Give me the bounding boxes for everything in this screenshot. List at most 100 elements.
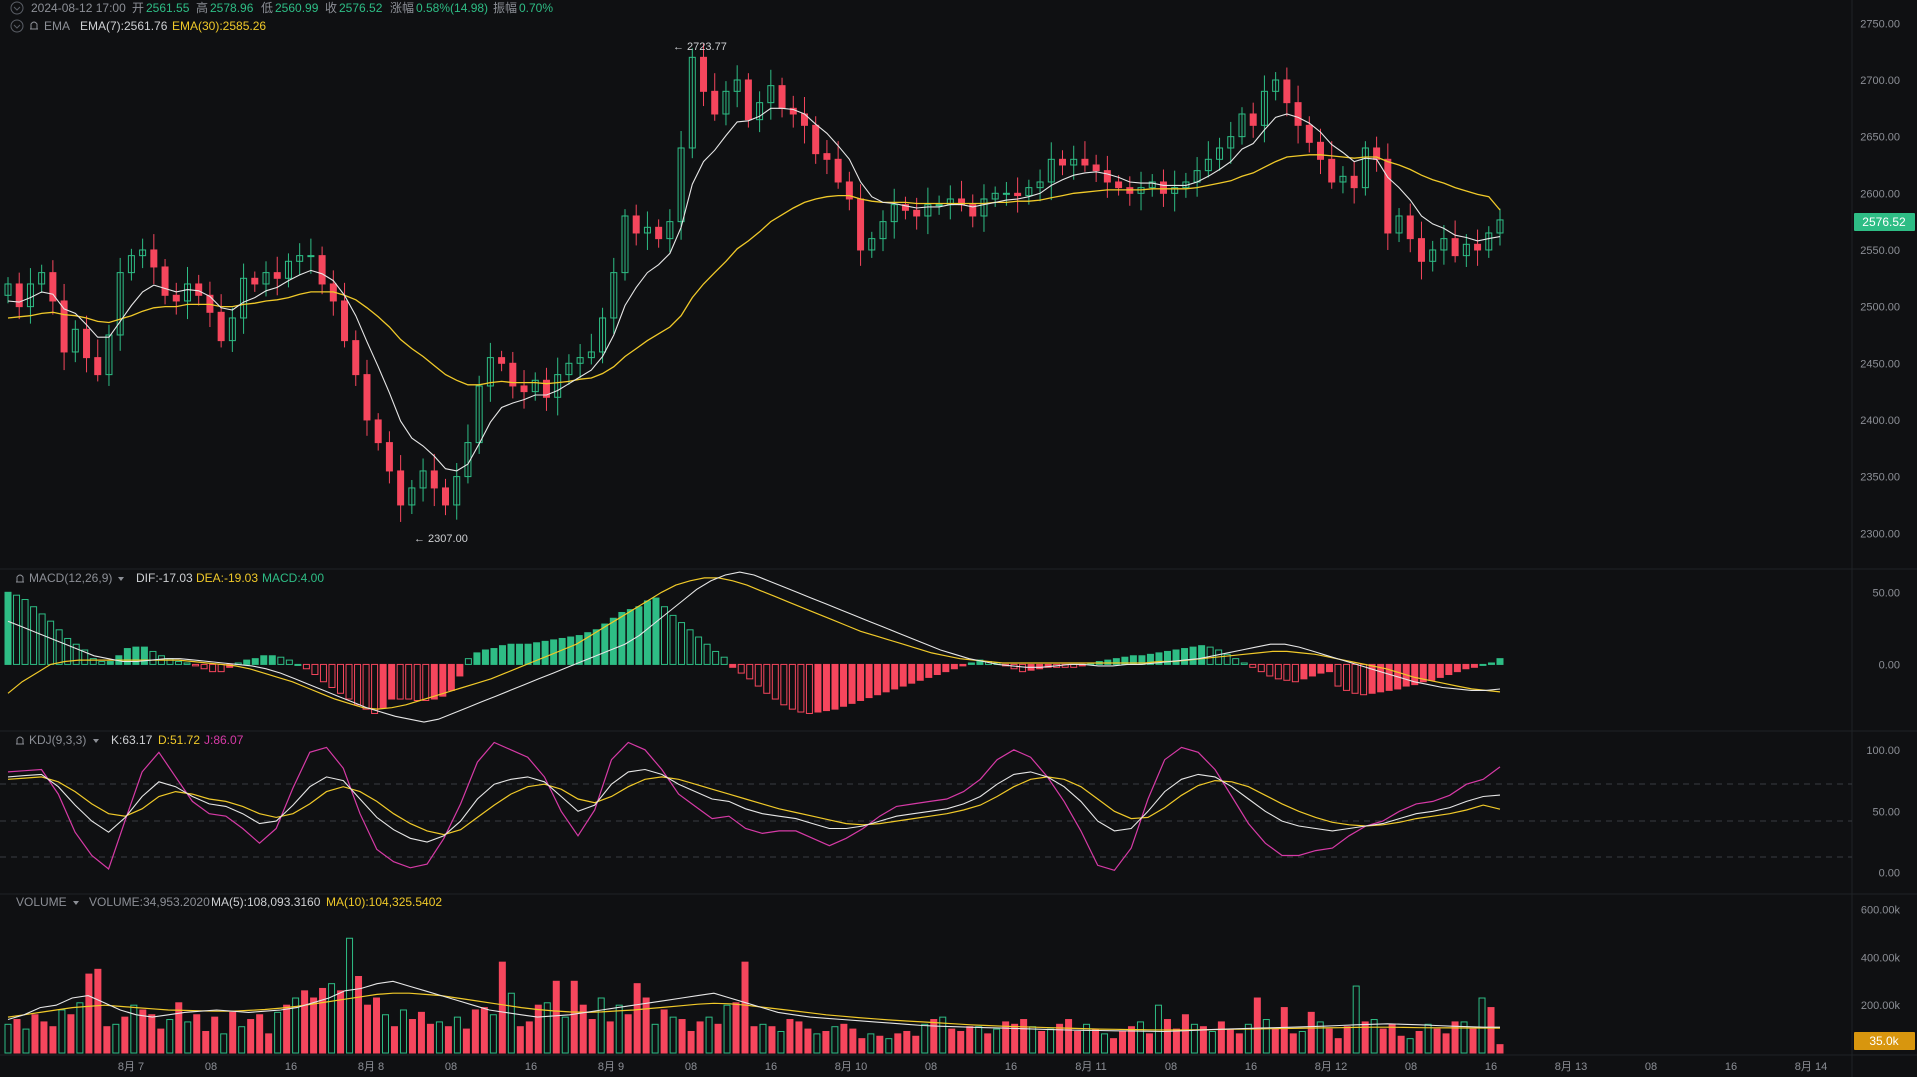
candle[interactable] <box>1272 72 1280 101</box>
candle[interactable] <box>442 478 450 516</box>
candle[interactable] <box>71 320 79 363</box>
candle[interactable] <box>363 359 371 436</box>
candle[interactable] <box>1339 166 1347 194</box>
candle[interactable] <box>890 188 898 239</box>
candle[interactable] <box>1317 128 1325 175</box>
candle[interactable] <box>1260 75 1268 143</box>
candle[interactable] <box>60 283 68 371</box>
candle[interactable] <box>1115 175 1123 196</box>
volume-layer[interactable] <box>4 937 1504 1054</box>
candle[interactable] <box>430 453 438 507</box>
candle[interactable] <box>240 263 248 334</box>
candle[interactable] <box>935 195 943 215</box>
candle[interactable] <box>823 140 831 175</box>
caret-down-icon[interactable] <box>118 577 124 581</box>
candle[interactable] <box>49 260 57 315</box>
collapse-ema-icon[interactable] <box>10 19 24 33</box>
candle[interactable] <box>1216 137 1224 171</box>
candle[interactable] <box>1328 141 1336 189</box>
candle[interactable] <box>1092 154 1100 182</box>
candle[interactable] <box>576 344 584 379</box>
candle[interactable] <box>1395 208 1403 243</box>
bell-icon[interactable] <box>16 574 24 583</box>
candle[interactable] <box>105 324 113 386</box>
candle[interactable] <box>419 458 427 502</box>
candle[interactable] <box>991 186 999 207</box>
candle[interactable] <box>767 69 775 120</box>
candle[interactable] <box>509 351 517 399</box>
candle[interactable] <box>1249 102 1257 138</box>
candle[interactable] <box>722 81 730 126</box>
candle[interactable] <box>1047 142 1055 201</box>
candle[interactable] <box>666 209 674 253</box>
candle[interactable] <box>1036 169 1044 202</box>
candle[interactable] <box>756 91 764 133</box>
candle[interactable] <box>1406 203 1414 253</box>
macd-indicator-name[interactable]: MACD(12,26,9) <box>29 571 112 585</box>
candle[interactable] <box>1474 229 1482 266</box>
candle[interactable] <box>1070 145 1078 180</box>
candle[interactable] <box>1025 179 1033 205</box>
candle[interactable] <box>4 277 12 304</box>
candle[interactable] <box>127 248 135 281</box>
candle[interactable] <box>453 463 461 520</box>
candle[interactable] <box>621 209 629 281</box>
candle[interactable] <box>273 256 281 296</box>
candle[interactable] <box>374 413 382 451</box>
candle[interactable] <box>879 210 887 252</box>
candle[interactable] <box>217 294 225 348</box>
candle[interactable] <box>228 307 236 352</box>
candle[interactable] <box>1081 141 1089 172</box>
candle[interactable] <box>688 48 696 159</box>
candle[interactable] <box>161 259 169 305</box>
candle[interactable] <box>408 480 416 515</box>
candle[interactable] <box>296 243 304 275</box>
candle[interactable] <box>116 257 124 351</box>
candle[interactable] <box>531 372 539 401</box>
candle[interactable] <box>1171 170 1179 212</box>
candle[interactable] <box>677 130 685 240</box>
candle[interactable] <box>1350 161 1358 204</box>
candle[interactable] <box>1485 226 1493 258</box>
candle[interactable] <box>520 370 528 409</box>
caret-down-icon[interactable] <box>93 739 99 743</box>
candle[interactable] <box>1238 107 1246 145</box>
macd-layer[interactable] <box>4 571 1504 723</box>
candle[interactable] <box>486 342 494 402</box>
candle[interactable] <box>38 264 46 294</box>
kdj-layer[interactable] <box>7 741 1501 871</box>
candle[interactable] <box>26 268 34 324</box>
candle[interactable] <box>554 357 562 416</box>
candle[interactable] <box>1148 174 1156 197</box>
candle[interactable] <box>643 211 651 250</box>
candle[interactable] <box>733 65 741 108</box>
candle[interactable] <box>1014 177 1022 213</box>
kdj-indicator-name[interactable]: KDJ(9,3,3) <box>29 733 86 747</box>
candle[interactable] <box>632 204 640 246</box>
candle[interactable] <box>700 43 708 107</box>
volume-indicator-name[interactable]: VOLUME <box>16 895 67 909</box>
bell-icon[interactable] <box>30 21 38 30</box>
candle[interactable] <box>195 274 203 306</box>
candle[interactable] <box>1440 225 1448 265</box>
candle[interactable] <box>744 73 752 128</box>
candle[interactable] <box>980 184 988 232</box>
candle[interactable] <box>610 257 618 334</box>
candle[interactable] <box>599 307 607 364</box>
candle[interactable] <box>172 282 180 315</box>
candle[interactable] <box>1294 85 1302 144</box>
candle[interactable] <box>318 246 326 295</box>
candle[interactable] <box>1496 208 1504 246</box>
candle[interactable] <box>1462 234 1470 267</box>
candle[interactable] <box>498 350 506 372</box>
candle[interactable] <box>94 339 102 382</box>
candle[interactable] <box>1204 141 1212 178</box>
candle[interactable] <box>15 272 23 320</box>
candle[interactable] <box>183 266 191 320</box>
candle[interactable] <box>845 171 853 211</box>
candle[interactable] <box>1103 155 1111 198</box>
collapse-icon[interactable] <box>10 1 24 15</box>
ema-indicator-name[interactable]: EMA <box>44 19 70 33</box>
candle[interactable] <box>397 455 405 522</box>
